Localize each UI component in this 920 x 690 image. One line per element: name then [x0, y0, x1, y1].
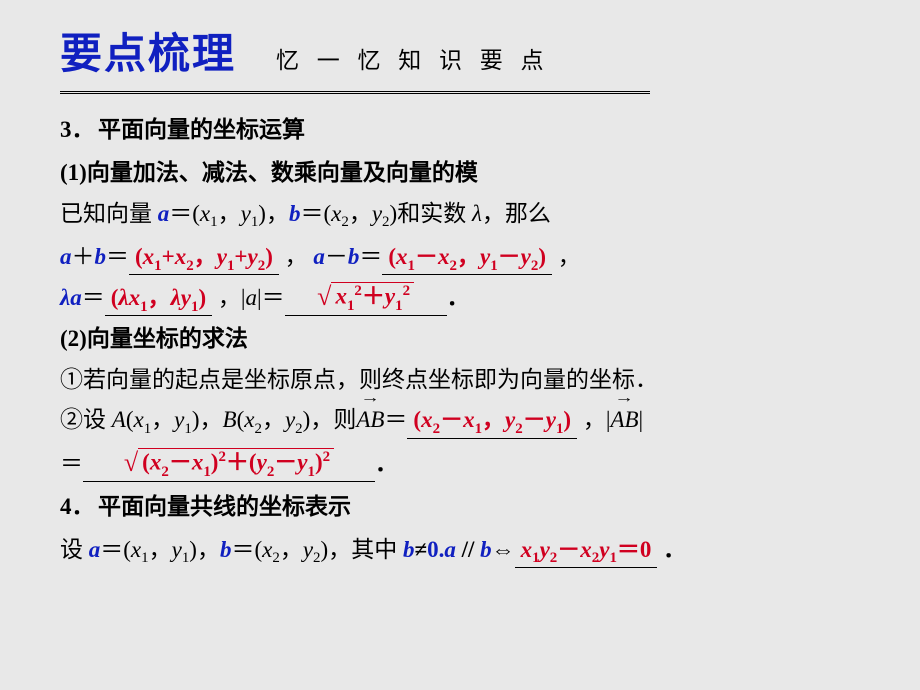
rule2-prefix: ②设	[60, 407, 112, 432]
page-title: 要点梳理	[60, 20, 236, 87]
header-underline: 要点梳理 忆 一 忆 知 识 要 点	[60, 20, 650, 94]
given-prefix: 已知向量	[60, 201, 158, 226]
collinear-line: 设 a＝(x1，y1)，b＝(x2，y2)，其中 b≠0.a // b⇔x1y2…	[60, 532, 870, 572]
section3-num: 3．	[60, 112, 98, 149]
lambda-abs-line: λa＝(λx1，λy1) ，|a|＝ √x12＋y12 ．	[60, 280, 870, 317]
vector-AB: AB	[356, 402, 384, 439]
given-line: 已知向量 a＝(x1，y1)，b＝(x2，y2)和实数 λ，那么	[60, 196, 870, 236]
then2: 则	[333, 407, 356, 432]
var-b: b	[289, 201, 301, 226]
part2-label: (2)向量坐标的求法	[60, 321, 870, 358]
var-a: a	[158, 201, 170, 226]
part1-label: (1)向量加法、减法、数乘向量及向量的模	[60, 155, 870, 192]
section4-title: 平面向量共线的坐标表示	[98, 494, 351, 519]
section3-heading: 3．平面向量的坐标运算	[60, 112, 870, 149]
section4-num: 4．	[60, 489, 98, 526]
blank-a-plus-b: (x1+x2，y1+y2)	[129, 244, 279, 275]
blank-collinear: x1y2－x2y1＝0	[515, 537, 658, 568]
slide-page: 要点梳理 忆 一 忆 知 识 要 点 3．平面向量的坐标运算 (1)向量加法、减…	[0, 0, 920, 595]
blank-lambda-a: (λx1，λy1)	[105, 285, 212, 316]
sum-diff-line: a＋b＝(x1+x2，y1+y2) ， a－b＝(x1－x2，y1－y2) ，	[60, 239, 870, 276]
blank-AB: (x2－x1，y2－y1)	[407, 407, 577, 438]
page-subtitle: 忆 一 忆 知 识 要 点	[276, 43, 550, 80]
where-text: 其中	[351, 537, 403, 562]
section4-heading: 4．平面向量共线的坐标表示	[60, 489, 870, 526]
distance-line: ＝ √(x2－x1)2＋(y2－y1)2 ．	[60, 446, 870, 483]
blank-a-minus-b: (x1－x2，y1－y2)	[382, 244, 552, 275]
section3-title: 平面向量的坐标运算	[98, 117, 305, 142]
vector-AB-abs: AB	[610, 402, 638, 439]
rule2-line: ②设 A(x1，y1)，B(x2，y2)，则AB＝(x2－x1，y2－y1) ，…	[60, 402, 870, 442]
blank-abs-a: √x12＋y12	[285, 283, 447, 316]
rule1-line: ①若向量的起点是坐标原点，则终点坐标即为向量的坐标．	[60, 362, 870, 399]
set-prefix: 设	[60, 537, 89, 562]
and-real: 和实数	[397, 201, 472, 226]
then-text: ，那么	[482, 201, 551, 226]
blank-distance: √(x2－x1)2＋(y2－y1)2	[83, 449, 375, 482]
